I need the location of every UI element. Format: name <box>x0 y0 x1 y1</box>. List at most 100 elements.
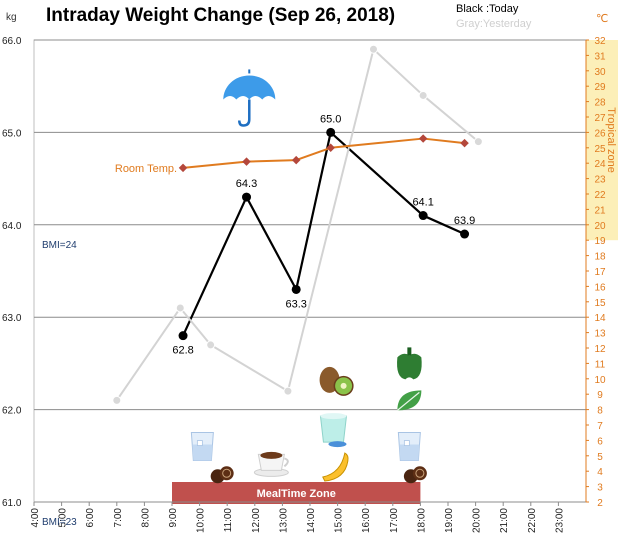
left-unit-label: kg <box>6 12 17 23</box>
x-tick-label: 22:00 <box>527 508 538 533</box>
right-tick-label: 14 <box>594 313 606 324</box>
right-tick-label: 7 <box>597 421 603 432</box>
grid-layer <box>33 39 587 503</box>
icon-layer <box>190 69 427 484</box>
right-tick-label: 29 <box>594 82 606 93</box>
data-label: 64.1 <box>412 197 433 209</box>
cup-handle <box>283 457 289 468</box>
cookies-icon <box>403 466 427 484</box>
today-point-marker <box>418 211 428 221</box>
right-tick-label: 22 <box>594 190 606 201</box>
pepper-body <box>397 353 422 380</box>
y-tick-label: 65.0 <box>2 128 22 139</box>
right-tick-label: 30 <box>594 67 606 78</box>
series-layer <box>112 44 483 405</box>
water-glass-icon <box>190 432 214 462</box>
temp-point-marker <box>326 143 335 153</box>
data-label: 65.0 <box>320 113 341 125</box>
right-unit-label: ℃ <box>596 13 608 25</box>
kiwi-slice-core <box>340 382 347 389</box>
today-point-marker <box>178 331 188 341</box>
legend-today: Black :Today <box>456 3 519 15</box>
umbrella-handle <box>238 99 251 127</box>
background-layer: Tropical zone MealTime Zone <box>172 40 618 504</box>
cup-rim <box>320 413 347 420</box>
axis-layer: 61.062.063.064.065.066.02345678910111213… <box>2 36 606 533</box>
right-tick-label: 25 <box>594 144 606 155</box>
x-tick-label: 13:00 <box>278 508 289 533</box>
x-tick-label: 21:00 <box>499 508 510 533</box>
right-tick-label: 19 <box>594 236 606 247</box>
y-tick-label: 64.0 <box>2 221 22 232</box>
x-tick-label: 19:00 <box>444 508 455 533</box>
bmi-label: BMI=23 <box>42 517 77 528</box>
water-glass-icon <box>397 432 421 462</box>
x-tick-label: 7:00 <box>113 508 124 528</box>
right-tick-label: 8 <box>597 406 603 417</box>
right-tick-label: 24 <box>594 159 606 170</box>
glass-water <box>399 444 420 461</box>
temp-point-marker <box>178 163 188 173</box>
cookie-two <box>219 466 234 481</box>
right-tick-label: 11 <box>595 359 606 370</box>
x-tick-label: 10:00 <box>196 508 207 533</box>
x-tick-label: 16:00 <box>361 508 372 533</box>
right-tick-label: 21 <box>594 205 606 216</box>
x-tick-label: 6:00 <box>85 508 96 528</box>
spoon <box>328 441 347 448</box>
x-tick-label: 4:00 <box>30 508 41 528</box>
x-tick-label: 20:00 <box>472 508 483 533</box>
x-tick-label: 17:00 <box>389 508 400 533</box>
y-tick-label: 61.0 <box>2 498 22 509</box>
label-layer: BMI=24 BMI=23 62.8 64.3 63.3 65.0 64.1 63.9 Room… <box>42 113 475 528</box>
umbrella-icon <box>223 69 276 127</box>
umbrella-canopy <box>223 75 276 100</box>
right-tick-label: 23 <box>594 175 606 186</box>
x-tick-label: 23:00 <box>554 508 565 533</box>
x-tick-label: 14:00 <box>306 508 317 533</box>
right-tick-label: 18 <box>594 252 606 263</box>
meal-time-zone-bar <box>172 482 421 504</box>
right-tick-label: 15 <box>594 298 606 309</box>
kiwi-icon <box>319 366 354 396</box>
temp-point-marker <box>418 134 428 143</box>
ice-cube <box>403 440 410 446</box>
x-tick-label: 11:00 <box>223 508 234 533</box>
right-tick-label: 3 <box>597 483 603 494</box>
room-temp-label: Room Temp. <box>115 163 177 175</box>
right-tick-label: 28 <box>594 98 606 109</box>
temp-point-marker <box>291 155 301 165</box>
cookie-ring <box>415 468 425 478</box>
yesterday-point-marker <box>368 44 378 54</box>
right-tick-label: 4 <box>597 467 603 478</box>
legend-yesterday: Gray:Yesterday <box>456 18 532 30</box>
right-tick-label: 27 <box>594 113 606 124</box>
data-label: 62.8 <box>172 345 193 357</box>
right-tick-label: 26 <box>594 128 606 139</box>
x-tick-label: 12:00 <box>251 508 262 533</box>
tropical-zone-label: Tropical zone <box>605 107 617 173</box>
cup-body <box>319 415 348 443</box>
bmi-label: BMI=24 <box>42 240 77 251</box>
cookie-two <box>412 466 427 481</box>
today-point-marker <box>460 229 470 239</box>
yesterday-point-marker <box>175 303 185 313</box>
today-point-marker <box>242 192 252 202</box>
yesterday-point-marker <box>112 395 122 405</box>
today-point-marker <box>291 284 301 294</box>
ice-cube <box>196 440 203 446</box>
series-line-room-temp- <box>182 137 465 169</box>
right-tick-label: 32 <box>594 36 606 47</box>
leaf-vein <box>396 391 420 411</box>
right-tick-label: 5 <box>597 452 603 463</box>
cookie-ring <box>222 468 232 478</box>
yogurt-cup-icon <box>319 413 348 448</box>
pepper-stem <box>407 347 412 356</box>
temp-point-marker <box>460 138 469 148</box>
y-tick-label: 62.0 <box>2 406 22 417</box>
today-point-marker <box>326 127 336 137</box>
x-tick-label: 8:00 <box>140 508 151 528</box>
right-tick-label: 9 <box>597 390 603 401</box>
